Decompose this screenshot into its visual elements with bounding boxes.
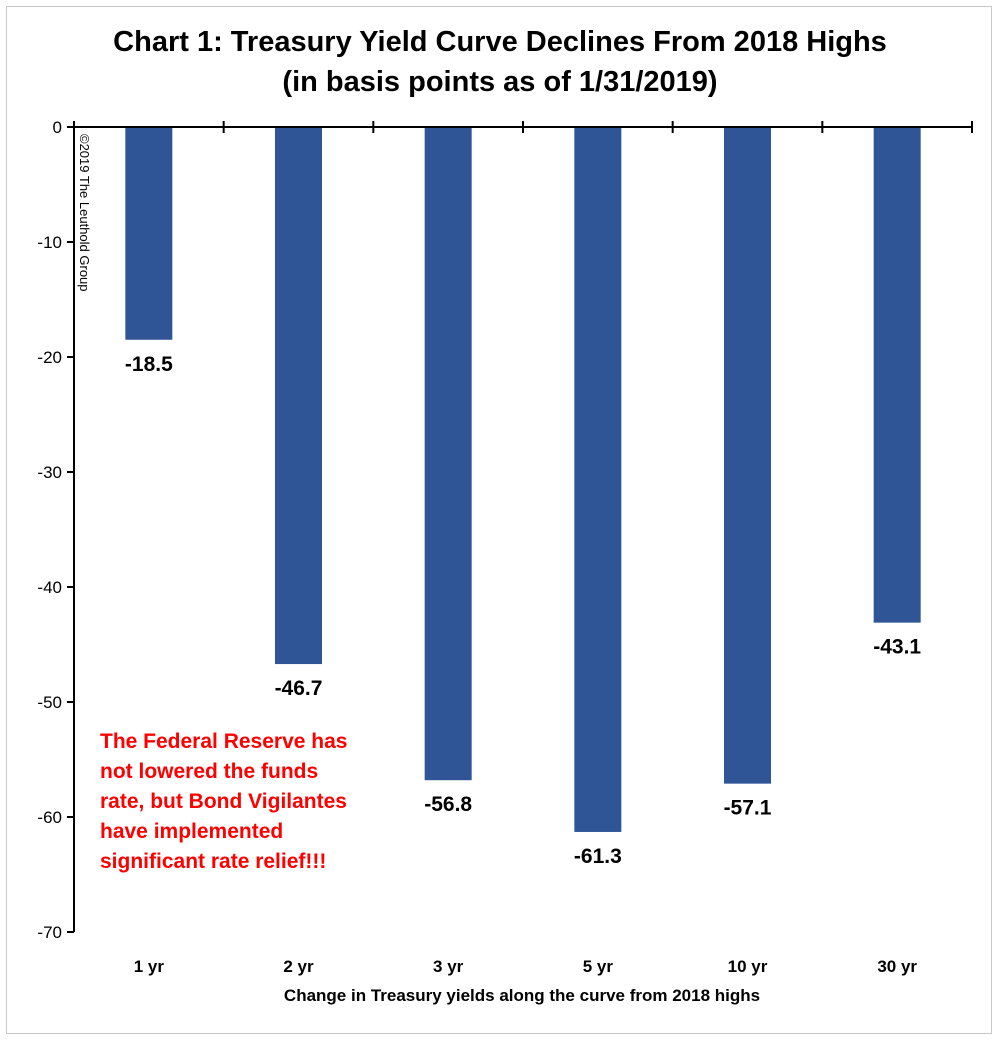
bar-4: [574, 127, 622, 832]
chart-frame: [6, 6, 992, 1034]
data-label-6: -43.1: [873, 636, 921, 659]
annotation-line-2: not lowered the funds: [100, 760, 319, 783]
annotation-line-5: significant rate relief!!!: [100, 850, 327, 873]
bar-5: [724, 127, 771, 784]
x-tick-label-5: 10 yr: [728, 957, 768, 976]
x-tick-label-2: 2 yr: [283, 957, 314, 976]
annotation-line-3: rate, but Bond Vigilantes: [100, 790, 347, 813]
x-tick-label-1: 1 yr: [134, 957, 165, 976]
y-tick-label-4: -30: [37, 463, 62, 482]
x-axis-label: Change in Treasury yields along the curv…: [283, 986, 761, 1005]
data-label-1: -18.5: [125, 353, 173, 376]
x-tick-label-4: 5 yr: [583, 957, 614, 976]
x-tick-label-3: 3 yr: [433, 957, 464, 976]
bar-1: [125, 127, 173, 340]
y-tick-label-7: -60: [37, 808, 62, 827]
y-tick-label-8: -70: [37, 923, 62, 942]
y-tick-label-6: -50: [37, 693, 62, 712]
copyright-notice: ©2019 The Leuthold Group: [77, 134, 92, 292]
data-label-5: -57.1: [724, 797, 772, 820]
chart-title: Chart 1: Treasury Yield Curve Declines F…: [0, 22, 1000, 102]
bar-6: [873, 127, 921, 623]
y-tick-label-3: -20: [37, 348, 62, 367]
chart-title-line-2: (in basis points as of 1/31/2019): [282, 66, 718, 98]
bar-3: [424, 127, 472, 781]
bar-2: [275, 127, 322, 665]
x-tick-label-6: 30 yr: [877, 957, 917, 976]
data-label-3: -56.8: [424, 793, 472, 816]
chart-annotation: The Federal Reserve has not lowered the …: [100, 727, 400, 877]
y-tick-label-5: -40: [37, 578, 62, 597]
annotation-line-1: The Federal Reserve has: [100, 730, 348, 753]
y-tick-label-1: 0: [53, 118, 62, 137]
data-label-2: -46.7: [275, 677, 323, 700]
chart-title-line-1: Chart 1: Treasury Yield Curve Declines F…: [113, 26, 887, 58]
annotation-line-4: have implemented: [100, 820, 284, 843]
y-tick-label-2: -10: [37, 233, 62, 252]
data-label-4: -61.3: [574, 845, 622, 868]
